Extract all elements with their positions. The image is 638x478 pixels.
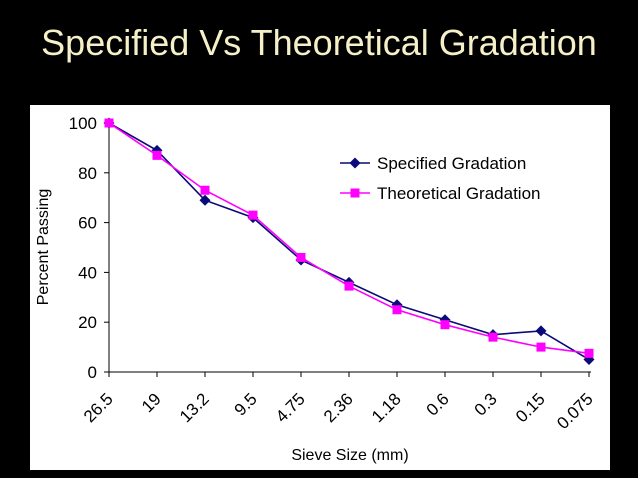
x-tick-label: 13.2 (176, 389, 213, 426)
data-point-diamond (535, 325, 547, 337)
legend-label: Specified Gradation (377, 154, 526, 173)
data-point-square (248, 210, 258, 220)
x-tick-label: 0.3 (471, 389, 501, 419)
data-point-square (152, 150, 162, 160)
data-point-square (200, 185, 210, 195)
y-tick-label: 20 (78, 313, 97, 332)
y-tick-label: 60 (78, 214, 97, 233)
data-point-square (488, 332, 498, 342)
data-point-diamond (199, 194, 211, 206)
x-tick-label: 4.75 (272, 389, 309, 426)
y-tick-label: 0 (88, 363, 97, 382)
x-tick-label: 9.5 (231, 389, 261, 419)
series-group (103, 117, 595, 366)
x-tick-label: 0.075 (553, 389, 597, 433)
chart-panel: 0 20 40 60 80 100 26.5 19 13.2 9.5 4.75 2.36 1.18 0.… (30, 105, 610, 470)
x-tick-label: 0.6 (423, 389, 453, 419)
legend-label: Theoretical Gradation (377, 184, 540, 203)
y-tick-label: 40 (78, 263, 97, 282)
legend: Specified Gradation Theoretical Gradation (340, 154, 540, 203)
data-point-square (392, 305, 402, 315)
data-point-square (440, 320, 450, 330)
x-tick-label: 0.15 (512, 389, 549, 426)
x-ticks: 26.5 19 13.2 9.5 4.75 2.36 1.18 0.6 0.3 0.15 0.075 (80, 372, 597, 433)
data-point-square (104, 118, 114, 128)
axes (108, 123, 591, 373)
y-ticks: 0 20 40 60 80 100 (69, 114, 109, 382)
data-point-square (296, 252, 306, 262)
x-tick-label: 26.5 (80, 389, 117, 426)
x-axis-title: Sieve Size (mm) (291, 447, 408, 464)
x-tick-label: 19 (138, 389, 165, 416)
data-point-square (350, 188, 360, 198)
x-tick-label: 2.36 (320, 389, 357, 426)
y-axis-title: Percent Passing (35, 189, 52, 306)
data-point-diamond (349, 157, 361, 169)
series-theoretical (104, 118, 594, 358)
data-point-diamond (439, 314, 451, 326)
gradation-chart: 0 20 40 60 80 100 26.5 19 13.2 9.5 4.75 2.36 1.18 0.… (35, 114, 597, 464)
data-point-square (584, 348, 594, 358)
slide-title: Specified Vs Theoretical Gradation (41, 22, 597, 63)
data-point-diamond (391, 299, 403, 311)
data-point-diamond (583, 354, 595, 366)
data-point-square (536, 342, 546, 352)
y-tick-label: 100 (69, 114, 97, 133)
data-point-square (344, 281, 354, 291)
x-tick-label: 1.18 (368, 389, 405, 426)
y-tick-label: 80 (78, 164, 97, 183)
